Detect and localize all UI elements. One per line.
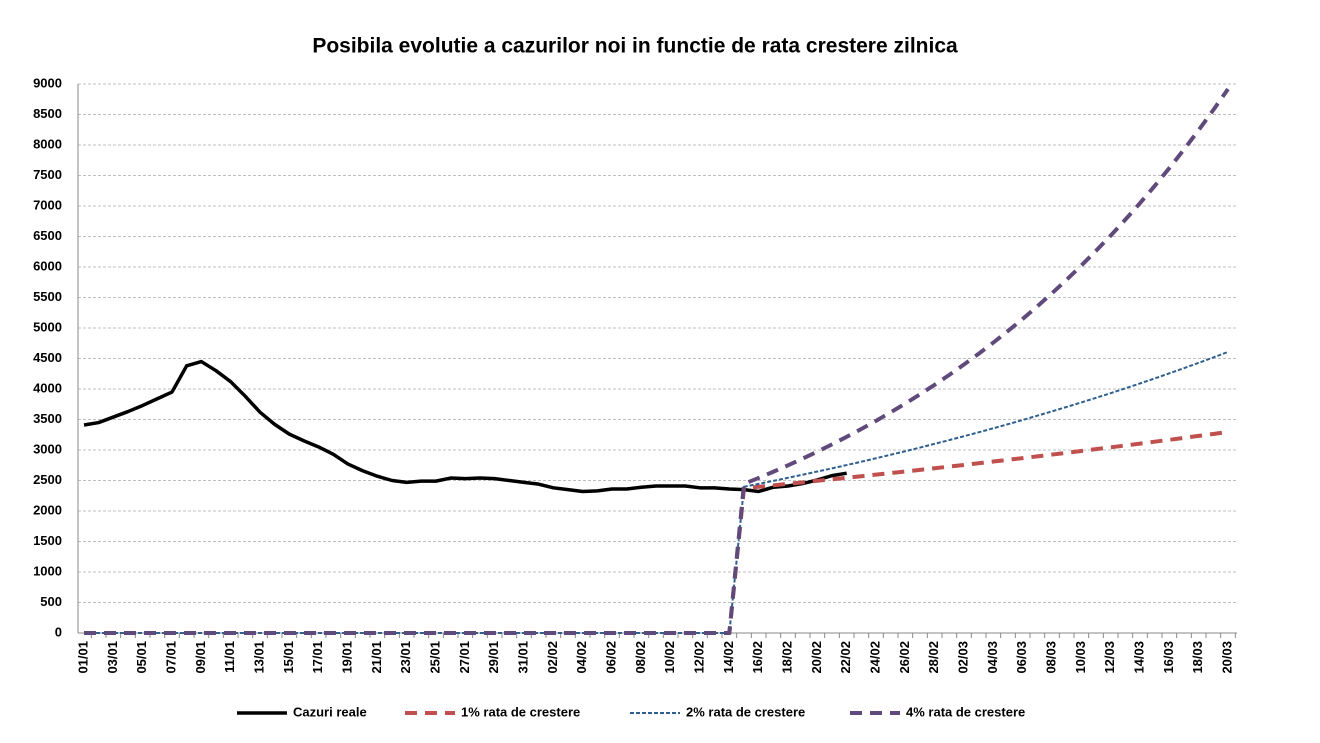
- y-tick-label: 4000: [33, 380, 62, 395]
- y-tick-label: 2000: [33, 502, 62, 517]
- series-line: [83, 359, 847, 494]
- legend-label: 1% rata de crestere: [461, 704, 580, 719]
- y-tick-label: 3500: [33, 411, 62, 426]
- x-tick-label: 20/03: [1219, 641, 1234, 674]
- x-tick-label: 02/02: [545, 641, 560, 674]
- x-tick-label: 08/03: [1043, 641, 1058, 674]
- y-tick-label: 9000: [33, 75, 62, 90]
- y-tick-label: 7000: [33, 197, 62, 212]
- x-tick-label: 12/03: [1102, 641, 1117, 674]
- x-tick-label: 20/02: [809, 641, 824, 674]
- y-tick-label: 6500: [33, 228, 62, 243]
- x-tick-label: 06/02: [603, 641, 618, 674]
- x-tick-label: 11/01: [222, 641, 237, 673]
- x-tick-label: 14/02: [721, 641, 736, 674]
- x-tick-label: 09/01: [193, 641, 208, 674]
- x-tick-label: 23/01: [398, 641, 413, 674]
- x-tick-label: 27/01: [457, 641, 472, 674]
- y-tick-label: 8000: [33, 136, 62, 151]
- x-tick-label: 02/03: [955, 641, 970, 674]
- x-tick-label: 15/01: [281, 641, 296, 674]
- x-tick-label: 18/03: [1190, 641, 1205, 674]
- x-tick-label: 18/02: [779, 641, 794, 674]
- x-tick-label: 10/02: [662, 641, 677, 674]
- x-tick-label: 31/01: [515, 641, 530, 674]
- x-tick-label: 07/01: [163, 641, 178, 674]
- x-tick-label: 01/01: [75, 641, 90, 674]
- y-tick-label: 5500: [33, 289, 62, 304]
- x-tick-label: 28/02: [926, 641, 941, 674]
- y-tick-label: 8500: [33, 106, 62, 121]
- x-tick-label: 10/03: [1073, 641, 1088, 674]
- x-tick-label: 24/02: [867, 641, 882, 674]
- x-tick-label: 04/02: [574, 641, 589, 674]
- y-tick-label: 4500: [33, 350, 62, 365]
- x-tick-label: 25/01: [427, 641, 442, 674]
- x-tick-label: 03/01: [105, 641, 120, 674]
- x-tick-label: 08/02: [633, 641, 648, 674]
- legend-label: 4% rata de crestere: [906, 704, 1025, 719]
- y-tick-label: 1000: [33, 563, 62, 578]
- x-tick-label: 16/02: [750, 641, 765, 674]
- x-tick-label: 19/01: [339, 641, 354, 674]
- x-tick-label: 04/03: [985, 641, 1000, 674]
- x-tick-label: 12/02: [691, 641, 706, 674]
- x-tick-label: 29/01: [486, 641, 501, 674]
- y-tick-label: 500: [40, 594, 62, 609]
- y-tick-label: 7500: [33, 167, 62, 182]
- chart-title: Posibila evolutie a cazurilor noi in fun…: [312, 35, 958, 58]
- x-tick-label: 21/01: [369, 641, 384, 674]
- legend-label: Cazuri reale: [293, 704, 367, 719]
- x-tick-label: 05/01: [134, 641, 149, 674]
- y-tick-label: 1500: [33, 533, 62, 548]
- x-tick-label: 22/02: [838, 641, 853, 674]
- x-tick-label: 17/01: [310, 641, 325, 674]
- y-tick-label: 5000: [33, 319, 62, 334]
- y-tick-label: 0: [55, 624, 62, 639]
- x-tick-label: 16/03: [1161, 641, 1176, 674]
- y-tick-label: 2500: [33, 472, 62, 487]
- x-tick-label: 06/03: [1014, 641, 1029, 674]
- y-tick-label: 6000: [33, 258, 62, 273]
- x-tick-label: 26/02: [897, 641, 912, 674]
- legend-label: 2% rata de crestere: [686, 704, 805, 719]
- x-tick-label: 14/03: [1131, 641, 1146, 674]
- x-tick-label: 13/01: [251, 641, 266, 674]
- y-tick-label: 3000: [33, 441, 62, 456]
- series-line: [84, 87, 1230, 635]
